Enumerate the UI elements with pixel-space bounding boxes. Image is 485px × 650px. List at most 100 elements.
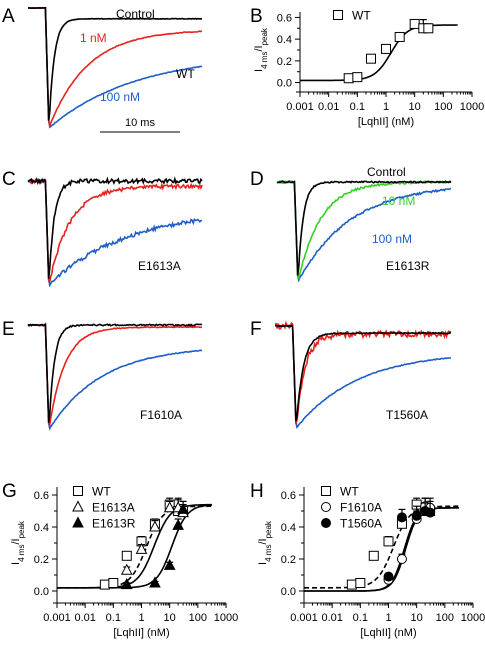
trace-label-a-control: Control xyxy=(116,7,155,21)
legend-label-t1560a: T1560A xyxy=(340,517,382,531)
data-point-wt xyxy=(352,72,363,83)
trace-label-a-1nm: 1 nM xyxy=(80,31,107,45)
legend-label-wt: WT xyxy=(92,485,111,499)
data-point-wt xyxy=(423,23,434,34)
legend-label-f1610a: F1610A xyxy=(340,501,382,515)
legend-marker-wt xyxy=(321,486,331,496)
legend-label-wt: WT xyxy=(340,485,359,499)
legend-label-e1613r: E1613R xyxy=(92,517,136,531)
trace-panel-f xyxy=(274,320,452,430)
x-tick-label: 0.001 xyxy=(290,612,318,624)
x-tick-label: 10 xyxy=(411,612,423,624)
legend-marker-wt xyxy=(333,10,343,20)
y-tick-label: 0.6 xyxy=(34,490,49,502)
data-point-wt xyxy=(394,31,405,42)
data-point-e1613a xyxy=(163,501,176,513)
x-tick-label: 0.001 xyxy=(43,612,71,624)
y-tick-label: 0.6 xyxy=(281,490,296,502)
cell-label-c: E1613A xyxy=(138,259,181,273)
x-tick-label: 1000 xyxy=(461,612,485,624)
fit-curve-wt xyxy=(300,24,458,82)
x-axis-label: [LqhII] (nM) xyxy=(358,116,414,128)
legend-marker-e1613a xyxy=(72,500,84,512)
y-tick-label: 0.6 xyxy=(277,12,292,24)
data-point-e1613a xyxy=(120,563,133,575)
chart-b: 0.001 0.01 0.1 1 10 100 1000 0.0 0.2 0.4 0.6 [LqhII… xyxy=(253,9,484,129)
data-point-wt xyxy=(383,536,394,547)
legend-label-e1613a: E1613A xyxy=(92,501,135,515)
data-point-e1613r xyxy=(172,518,184,530)
y-tick-label: 0.2 xyxy=(277,56,292,68)
y-tick-label: 0.2 xyxy=(34,554,49,566)
data-point-wt xyxy=(343,73,354,84)
data-point-f1610a xyxy=(396,554,407,564)
current-trace-high xyxy=(27,177,203,288)
current-trace-high xyxy=(276,179,452,283)
x-tick-label: 100 xyxy=(189,612,207,624)
x-tick-label: 1000 xyxy=(214,612,238,624)
panel-letter-e: E xyxy=(2,319,15,340)
y-tick-label: 0.4 xyxy=(277,34,292,46)
trace-panel-a xyxy=(27,6,203,129)
x-axis-label: [LqhII] (nM) xyxy=(360,627,416,639)
legend-marker-f1610a xyxy=(321,502,331,512)
trace-label-a-100nm: 100 nM xyxy=(100,90,140,104)
data-point-wt xyxy=(368,550,379,561)
scale-bar-label: 10 ms xyxy=(125,117,155,129)
y-tick-label: 0.4 xyxy=(281,522,296,534)
data-point-e1613a xyxy=(135,542,148,554)
y-axis-label: I4 ms/Ipeak xyxy=(257,520,273,565)
x-tick-label: 0.01 xyxy=(321,612,342,624)
data-point-wt xyxy=(381,43,391,54)
x-tick-label: 0.01 xyxy=(318,101,339,113)
data-point-e1613r xyxy=(177,502,189,514)
current-trace-control xyxy=(275,324,452,422)
x-axis-label: [LqhII] (nM) xyxy=(113,627,169,639)
current-trace-control xyxy=(27,176,203,279)
data-point-e1613a xyxy=(149,520,161,532)
current-trace-low xyxy=(27,178,203,283)
current-trace-low xyxy=(274,320,452,425)
panel-letter-f: F xyxy=(250,319,262,340)
current-trace-high xyxy=(27,323,203,431)
y-tick-label: 0.2 xyxy=(281,554,296,566)
current-trace-control xyxy=(27,6,202,121)
x-tick-label: 100 xyxy=(436,612,454,624)
cell-label-e: F1610A xyxy=(140,408,182,422)
legend-marker-t1560a xyxy=(321,518,331,528)
x-tick-label: 1 xyxy=(138,612,144,624)
x-tick-label: 10 xyxy=(409,101,421,113)
x-tick-label: 1000 xyxy=(460,101,484,113)
panel-letter-a: A xyxy=(2,6,15,27)
x-tick-label: 100 xyxy=(434,101,452,113)
x-tick-label: 0.1 xyxy=(350,101,365,113)
current-trace-high xyxy=(274,324,452,430)
panel-letter-d: D xyxy=(250,169,264,190)
panel-letter-h: H xyxy=(250,481,264,502)
current-trace-high xyxy=(27,6,203,129)
trace-label-d-control: Control xyxy=(367,165,406,179)
data-point-wt xyxy=(366,53,377,64)
y-axis-label: I4 ms/Ipeak xyxy=(253,27,269,72)
cell-label-f: T1560A xyxy=(386,408,428,422)
data-point-wt xyxy=(409,18,420,29)
y-axis-label: I4 ms/Ipeak xyxy=(10,520,26,565)
current-trace-low xyxy=(27,6,203,129)
current-trace-control xyxy=(276,180,452,276)
data-point-t1560a xyxy=(383,571,394,582)
data-point-wt xyxy=(108,578,119,588)
y-tick-label: 0.0 xyxy=(277,78,292,90)
x-tick-label: 10 xyxy=(164,612,176,624)
x-tick-label: 0.01 xyxy=(74,612,95,624)
trace-label-d-100nm: 100 nM xyxy=(372,232,412,246)
data-point-wt xyxy=(355,578,366,588)
data-point-t1560a xyxy=(396,512,407,523)
x-tick-label: 1 xyxy=(385,612,391,624)
data-point-t1560a xyxy=(425,507,436,518)
data-point-wt xyxy=(346,579,357,590)
data-point-e1613r xyxy=(163,558,176,570)
data-point-wt xyxy=(121,550,132,561)
x-tick-label: 0.1 xyxy=(106,612,121,624)
data-point-t1560a xyxy=(411,510,422,521)
